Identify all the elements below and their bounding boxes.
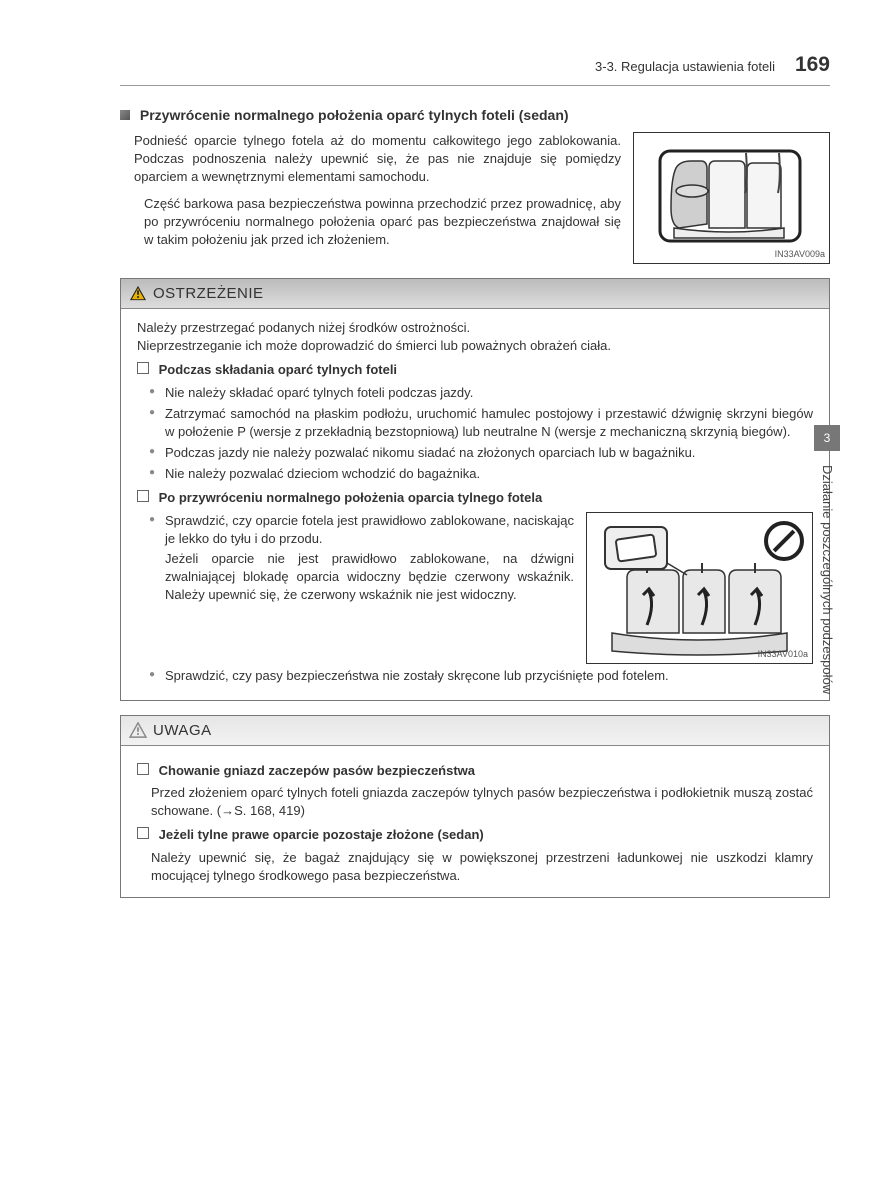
paragraph: Sprawdzić, czy oparcie fotela jest prawi… [165,512,574,548]
seat-illustration-icon [634,133,829,263]
list-item: Nie należy pozwalać dzieciom wchodzić do… [149,465,813,483]
bullet-list: Nie należy składać oparć tylnych foteli … [149,384,813,484]
page-number: 169 [795,50,830,79]
paragraph: Jeżeli oparcie nie jest prawidłowo zablo… [165,550,574,605]
warning-body: Należy przestrzegać podanych niżej środk… [121,309,829,700]
warning-title-bar: OSTRZEŻENIE [121,279,829,309]
seat-figure-2: IN33AV010a [586,512,813,664]
notice-title-bar: UWAGA [121,716,829,746]
intro-block: Podnieść oparcie tylnego fotela aż do mo… [120,132,830,264]
subheading: Podczas składania oparć tylnych foteli [137,361,813,379]
warning-box: OSTRZEŻENIE Należy przestrzegać podanych… [120,278,830,701]
subheading: Po przywróceniu normalnego położenia opa… [137,489,813,507]
chapter-number: 3 [824,430,831,447]
prohibit-icon [764,521,804,561]
warning-title: OSTRZEŻENIE [153,283,264,304]
subheading: Jeżeli tylne prawe oparcie pozostaje zło… [137,826,813,844]
notice-box: UWAGA Chowanie gniazd zaczepów pasów bez… [120,715,830,898]
subheading: Chowanie gniazd zaczepów pasów bezpiecze… [137,762,813,780]
square-outline-icon [137,362,149,374]
square-outline-icon [137,763,149,775]
subheading-text: Podczas składania oparć tylnych foteli [159,362,397,377]
list-item: Podczas jazdy nie należy pozwalać nikomu… [149,444,813,462]
section-title-text: Przywrócenie normalnego położenia oparć … [140,107,569,123]
paragraph: Należy upewnić się, że bagaż znajdujący … [151,849,813,885]
list-item: Sprawdzić, czy pasy bezpieczeństwa nie z… [149,667,813,685]
chapter-tab: 3 [814,425,840,451]
list-item: Zatrzymać samochód na płaskim podłożu, u… [149,405,813,441]
section-path: 3-3. Regulacja ustawienia foteli [595,58,775,76]
subheading-text: Chowanie gniazd zaczepów pasów bezpiecze… [159,763,475,778]
seat-figure-1: IN33AV009a [633,132,830,264]
paragraph: Część barkowa pasa bezpieczeństwa powinn… [144,195,621,250]
warning-triangle-icon [129,285,147,301]
figure-id: IN33AV009a [775,248,825,261]
paragraph: Nieprzestrzeganie ich może doprowadzić d… [137,337,813,355]
square-outline-icon [137,490,149,502]
bullet-list: Sprawdzić, czy oparcie fotela jest prawi… [149,512,813,685]
subheading-text: Jeżeli tylne prawe oparcie pozostaje zło… [159,827,484,842]
subheading-text: Po przywróceniu normalnego położenia opa… [159,490,543,505]
square-outline-icon [137,827,149,839]
list-item: Nie należy składać oparć tylnych foteli … [149,384,813,402]
section-title: Przywrócenie normalnego położenia oparć … [120,106,830,126]
notice-triangle-icon [129,722,147,738]
paragraph: Podnieść oparcie tylnego fotela aż do mo… [134,132,621,187]
paragraph: Przed złożeniem oparć tylnych foteli gni… [151,784,813,820]
intro-text: Podnieść oparcie tylnego fotela aż do mo… [120,132,621,264]
notice-body: Chowanie gniazd zaczepów pasów bezpiecze… [121,746,829,897]
square-bullet-icon [120,110,130,120]
page-header: 3-3. Regulacja ustawienia foteli 169 [120,50,830,86]
chapter-side-label: Działanie poszczególnych podzespołów [818,465,836,694]
paragraph: Należy przestrzegać podanych niżej środk… [137,319,813,337]
figure-id: IN33AV010a [758,648,808,661]
list-item: Sprawdzić, czy oparcie fotela jest prawi… [149,512,813,664]
notice-title: UWAGA [153,720,212,741]
document-page: 3-3. Regulacja ustawienia foteli 169 3 D… [0,0,880,1200]
